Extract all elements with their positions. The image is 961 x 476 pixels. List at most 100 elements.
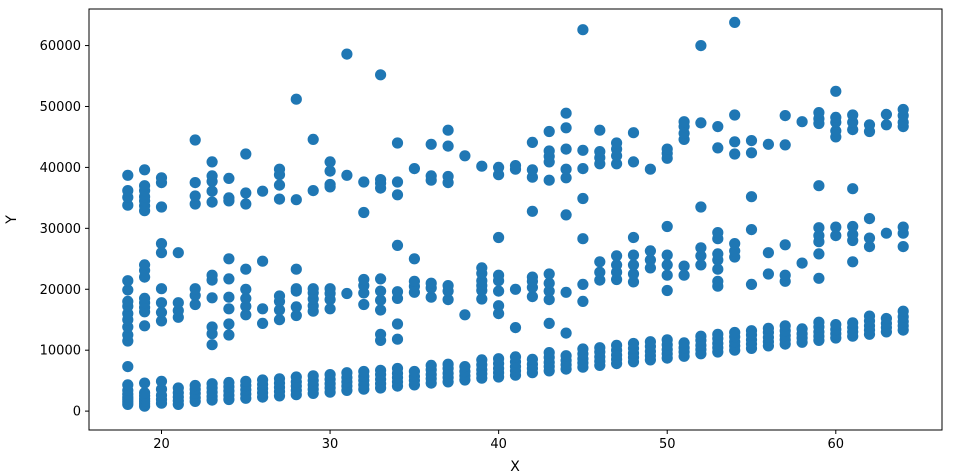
y-axis-label: Y [4, 215, 20, 225]
data-point [695, 117, 707, 129]
data-point [425, 291, 437, 303]
data-point [375, 273, 387, 285]
data-point [139, 377, 151, 389]
data-point [611, 158, 623, 170]
data-point [375, 364, 387, 376]
data-point [543, 125, 555, 138]
data-point [189, 298, 201, 311]
data-point [577, 144, 589, 156]
data-point [627, 259, 640, 271]
data-point [476, 354, 488, 366]
data-point [729, 109, 741, 121]
data-point [442, 124, 454, 136]
data-point [290, 371, 302, 383]
data-point [122, 361, 134, 373]
data-point [189, 283, 201, 295]
data-point [240, 375, 252, 387]
data-point [644, 254, 657, 266]
data-point [442, 140, 454, 152]
data-point [745, 224, 758, 236]
data-point [257, 255, 269, 267]
data-point [375, 328, 387, 340]
data-point [762, 247, 775, 259]
data-point [712, 142, 724, 154]
data-point [560, 107, 572, 119]
data-point [560, 172, 572, 184]
x-axis-label: X [510, 459, 520, 475]
data-point [341, 287, 353, 300]
data-point [830, 111, 842, 123]
data-point [358, 273, 370, 286]
x-tick-label: 30 [322, 437, 339, 452]
data-point [189, 134, 201, 146]
data-point [391, 239, 404, 251]
data-point [661, 334, 673, 346]
data-point [425, 359, 437, 371]
data-point [779, 139, 791, 151]
data-point [577, 163, 589, 175]
data-point [678, 337, 690, 349]
data-point [594, 266, 606, 278]
data-point [712, 328, 724, 340]
data-point [139, 180, 151, 192]
data-point [408, 365, 420, 378]
y-tick-label: 40000 [40, 161, 81, 176]
data-point [358, 176, 370, 188]
data-point [290, 263, 302, 275]
data-point [695, 330, 707, 342]
data-point [273, 304, 286, 316]
data-point [493, 231, 505, 244]
data-point [560, 122, 572, 134]
data-point [223, 318, 235, 330]
data-point [594, 274, 606, 286]
data-point [779, 269, 791, 281]
y-tick-label: 10000 [40, 344, 81, 359]
data-point [813, 248, 825, 260]
data-point [223, 329, 235, 341]
data-point [813, 222, 825, 234]
data-point [240, 198, 252, 210]
data-point [391, 286, 404, 298]
data-point [324, 178, 336, 191]
y-tick-label: 30000 [40, 222, 81, 237]
data-point [273, 314, 286, 326]
data-point [847, 256, 859, 268]
data-point [408, 275, 420, 287]
y-tick-label: 0 [73, 405, 81, 420]
data-point [611, 339, 623, 351]
data-point [476, 160, 488, 172]
data-point [577, 24, 589, 36]
x-tick-label: 50 [659, 437, 676, 452]
data-point [509, 322, 522, 334]
data-point [307, 370, 319, 382]
data-point [627, 268, 640, 280]
data-point [391, 333, 404, 345]
data-point [577, 233, 589, 245]
data-point [122, 329, 134, 341]
data-point [189, 379, 201, 392]
x-tick-label: 60 [828, 437, 845, 452]
data-point [172, 382, 184, 394]
data-point [897, 221, 909, 233]
data-point [560, 350, 572, 362]
data-point [375, 69, 387, 81]
data-point [526, 291, 539, 303]
data-point [391, 318, 404, 330]
data-point [543, 294, 555, 306]
data-point [627, 127, 640, 139]
data-point [155, 172, 168, 184]
data-point [526, 353, 539, 365]
data-point [155, 315, 168, 327]
data-point [476, 262, 488, 274]
data-point [830, 85, 842, 97]
data-point [273, 163, 286, 175]
data-point [796, 116, 808, 128]
data-point [155, 375, 168, 387]
data-point [880, 119, 893, 131]
data-point [408, 253, 420, 265]
data-point [273, 193, 286, 205]
data-point [206, 292, 218, 304]
data-point [189, 198, 201, 210]
data-point [830, 230, 842, 242]
